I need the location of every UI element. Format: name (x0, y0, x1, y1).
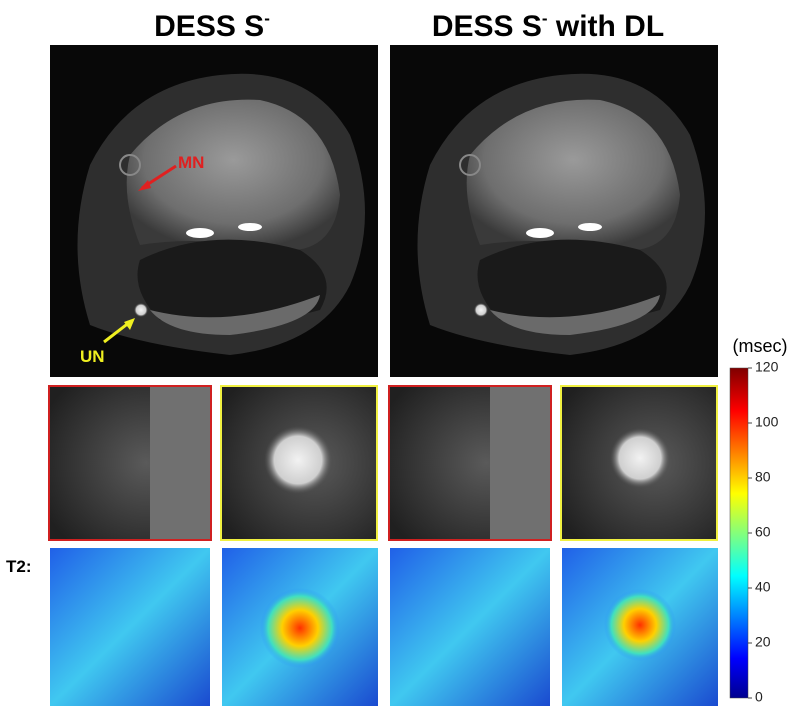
arrow (103, 320, 131, 344)
colorbar-tick-label: 100 (755, 414, 779, 430)
arrowhead (138, 180, 151, 191)
colorbar-unit: (msec) (733, 336, 788, 356)
crop-detail (490, 387, 550, 539)
colorbar (729, 367, 749, 699)
panel-title: DESS S- with DL (432, 9, 664, 43)
mn-label: MN (178, 153, 204, 172)
colorbar-tick-label: 0 (755, 689, 763, 705)
crop-detail (264, 426, 332, 494)
crop-detail (610, 428, 670, 488)
t2-row (50, 548, 718, 706)
colorbar-tick-label: 60 (755, 524, 771, 540)
t2-detail (260, 588, 340, 668)
mri-image (389, 44, 719, 378)
title-text: DESS S (432, 10, 542, 43)
t2-map (390, 548, 550, 706)
panel-title: DESS S- (154, 9, 270, 43)
row-label: T2: (6, 557, 32, 576)
crop-row (48, 385, 718, 541)
colorbar-tick-label: 80 (755, 469, 771, 485)
colorbar-tick-label: 20 (755, 634, 771, 650)
colorbar-tick-label: 120 (755, 359, 779, 375)
title-text: DESS S (154, 10, 264, 43)
crop-detail (150, 387, 210, 539)
colorbar-tick-label: 40 (755, 579, 771, 595)
mri-image (49, 44, 379, 378)
arrowhead (124, 318, 135, 330)
t2-detail (604, 589, 676, 661)
title-sup: - (264, 9, 270, 28)
title-suffix: with DL (548, 10, 665, 43)
crop-image (220, 385, 378, 541)
title-sup: - (542, 9, 548, 28)
t2-map (50, 548, 210, 706)
colorbar-ticks: 0 20 40 60 80 100 120 (748, 359, 779, 705)
un-label: UN (80, 347, 105, 366)
